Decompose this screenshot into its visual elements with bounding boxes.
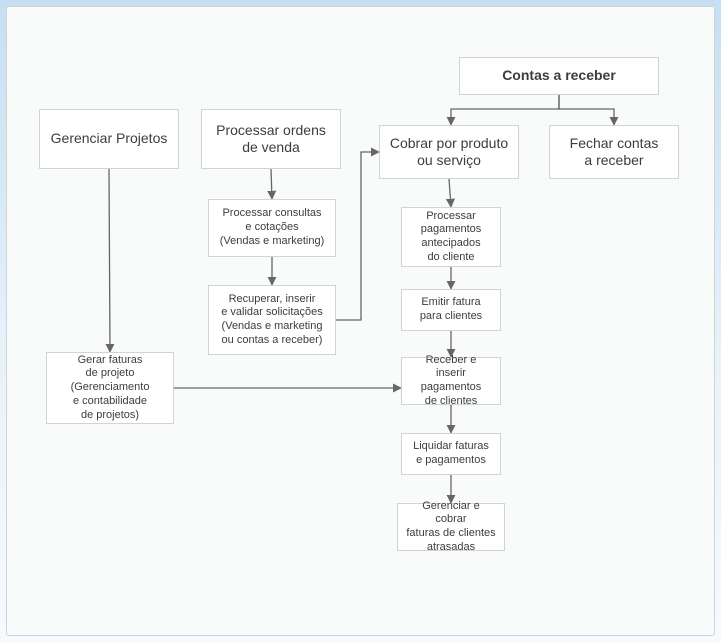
flowchart-canvas: Contas a receber Gerenciar Projetos Proces…	[6, 6, 715, 636]
node-label: Gerenciar e cobrarfaturas de clientesatr…	[406, 500, 496, 555]
node-liquidar: Liquidar faturase pagamentos	[401, 433, 501, 475]
node-label: Liquidar faturase pagamentos	[413, 440, 489, 468]
node-label: Emitir faturapara clientes	[420, 296, 482, 324]
node-gerar: Gerar faturasde projeto(Gerenciamentoe c…	[46, 352, 174, 424]
node-consultas: Processar consultase cotações(Vendas e m…	[208, 199, 336, 257]
node-label: Receber e inserirpagamentosde clientes	[410, 354, 492, 409]
node-label: Processar ordensde venda	[216, 122, 326, 157]
node-gerenciar: Gerenciar Projetos	[39, 109, 179, 169]
node-processar: Processar ordensde venda	[201, 109, 341, 169]
node-pagamentos: Processarpagamentosantecipadosdo cliente	[401, 207, 501, 267]
node-label: Recuperar, inserire validar solicitações…	[221, 293, 323, 348]
edge	[109, 169, 110, 352]
edge	[559, 95, 614, 125]
node-label: Cobrar por produtoou serviço	[390, 135, 508, 170]
node-atrasadas: Gerenciar e cobrarfaturas de clientesatr…	[397, 503, 505, 551]
node-label: Processarpagamentosantecipadosdo cliente	[421, 210, 482, 265]
edge	[451, 95, 559, 125]
edge	[271, 169, 272, 199]
node-label: Gerar faturasde projeto(Gerenciamentoe c…	[71, 354, 150, 423]
node-label: Processar consultase cotações(Vendas e m…	[220, 207, 325, 248]
edges-layer	[7, 7, 716, 637]
node-label: Gerenciar Projetos	[51, 130, 168, 148]
node-fechar: Fechar contasa receber	[549, 125, 679, 179]
node-label: Fechar contasa receber	[570, 135, 659, 170]
node-receber: Receber e inserirpagamentosde clientes	[401, 357, 501, 405]
node-contas: Contas a receber	[459, 57, 659, 95]
edge	[449, 179, 451, 207]
node-cobrar: Cobrar por produtoou serviço	[379, 125, 519, 179]
node-recuperar: Recuperar, inserire validar solicitações…	[208, 285, 336, 355]
edge	[336, 152, 379, 320]
node-label: Contas a receber	[502, 67, 616, 85]
node-emitir: Emitir faturapara clientes	[401, 289, 501, 331]
